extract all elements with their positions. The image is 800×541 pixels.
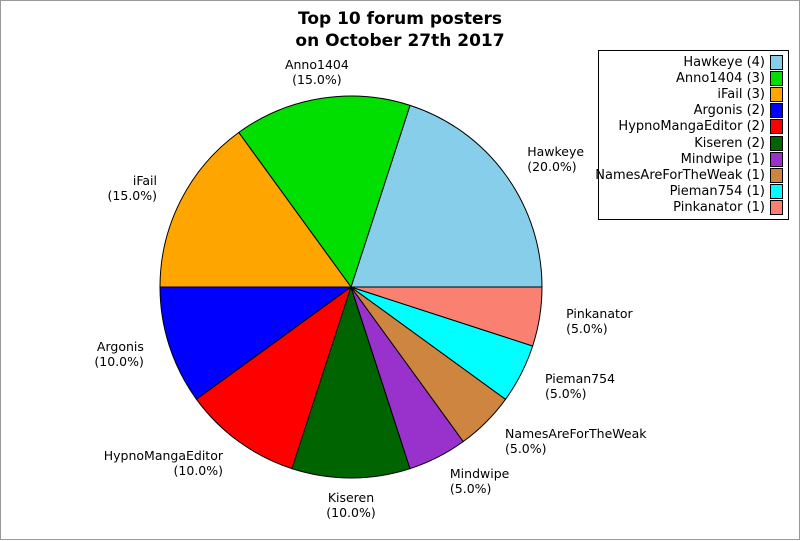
legend-swatch — [770, 151, 783, 167]
pie-slice-Argonis — [159, 286, 353, 400]
legend-label: Anno1404 (3) — [676, 70, 765, 86]
legend-swatch — [770, 103, 783, 119]
chart-title-line1: Top 10 forum posters — [298, 9, 502, 29]
legend-swatch — [770, 200, 783, 216]
pie-slice-iFail — [159, 131, 352, 288]
legend-swatch — [770, 54, 783, 70]
pie-slice-HypnoMangaEditor — [195, 285, 352, 470]
legend-item-Anno1404: Anno1404 (3) — [604, 70, 783, 86]
legend-label: Mindwipe (1) — [680, 151, 765, 167]
legend-item-Argonis: Argonis (2) — [604, 103, 783, 119]
legend-swatch — [770, 167, 783, 183]
legend-swatch — [770, 135, 783, 151]
legend-label: Pieman754 (1) — [669, 184, 765, 200]
legend-item-NamesAreForTheWeak: NamesAreForTheWeak (1) — [595, 167, 783, 183]
legend-label: Kiseren (2) — [694, 135, 765, 151]
legend-item-Hawkeye: Hawkeye (4) — [604, 54, 783, 70]
legend-swatch — [770, 184, 783, 200]
pie-slice-Pinkanator — [350, 286, 543, 347]
legend-label: Argonis (2) — [693, 103, 765, 119]
legend-label: Hawkeye (4) — [683, 54, 765, 70]
legend-item-HypnoMangaEditor: HypnoMangaEditor (2) — [604, 119, 783, 135]
legend-item-iFail: iFail (3) — [604, 86, 783, 102]
pie-slice-Anno1404 — [238, 95, 411, 289]
legend-item-Mindwipe: Mindwipe (1) — [604, 151, 783, 167]
pie-slice-Hawkeye — [350, 104, 543, 288]
legend-item-Kiseren: Kiseren (2) — [604, 135, 783, 151]
legend-item-Pieman754: Pieman754 (1) — [604, 184, 783, 200]
chart-title-line2: on October 27th 2017 — [295, 31, 505, 51]
legend-swatch — [770, 70, 783, 86]
legend-label: NamesAreForTheWeak (1) — [595, 167, 765, 183]
legend-item-Pinkanator: Pinkanator (1) — [604, 200, 783, 216]
pie-slice-Kiseren — [291, 285, 411, 479]
legend-label: Pinkanator (1) — [673, 200, 765, 216]
legend: Hawkeye (4) Anno1404 (3) iFail (3) Argonis … — [595, 50, 789, 220]
legend-swatch — [770, 86, 783, 102]
legend-swatch — [770, 119, 783, 135]
chart-title: Top 10 forum posters on October 27th 201… — [1, 8, 799, 52]
legend-label: iFail (3) — [717, 86, 765, 102]
legend-label: HypnoMangaEditor (2) — [618, 119, 765, 135]
